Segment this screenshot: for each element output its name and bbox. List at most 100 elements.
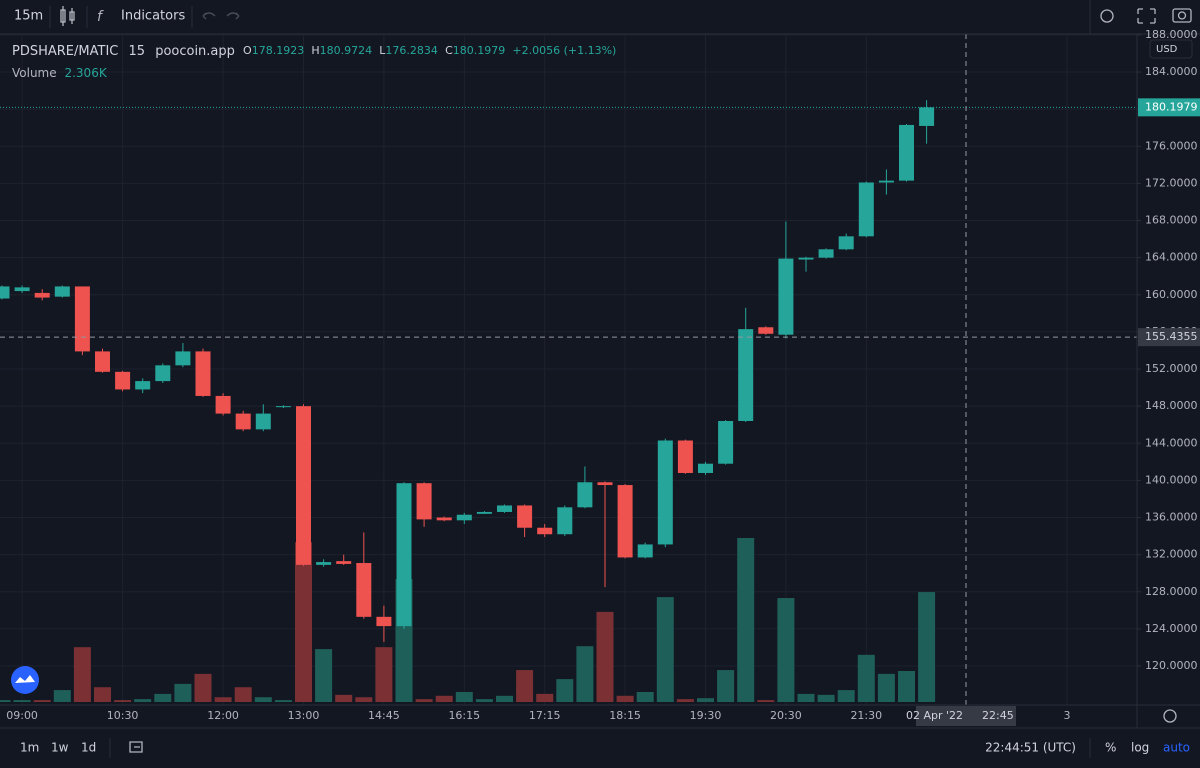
candle-body	[135, 381, 151, 390]
volume-bar	[757, 700, 775, 702]
currency-badge[interactable]	[1149, 39, 1193, 59]
y-tick-label: 168.0000	[1145, 214, 1198, 227]
candle-body	[758, 327, 774, 334]
logo[interactable]	[11, 666, 39, 694]
candle-layer	[0, 100, 935, 642]
candle-body	[296, 406, 311, 565]
candle-body	[778, 258, 794, 335]
volume-bar	[335, 694, 353, 702]
fullscreen-button[interactable]	[1137, 8, 1156, 24]
volume-bar	[837, 690, 855, 702]
volume-bar	[435, 695, 453, 702]
volume-bar	[0, 700, 11, 702]
volume-legend: Volume 2.306K	[12, 66, 108, 80]
candle-body	[698, 463, 713, 473]
volume-bar	[214, 697, 232, 702]
volume-bar	[596, 611, 614, 702]
candle-style-button[interactable]	[60, 6, 75, 26]
change: +2.0056 (+1.13%)	[512, 44, 616, 57]
volume-bar	[134, 699, 152, 702]
log-toggle[interactable]: log	[1131, 741, 1149, 755]
y-tick-label: 160.0000	[1145, 288, 1198, 301]
candle-body	[537, 527, 553, 535]
candle-body	[74, 286, 90, 352]
volume-bar	[877, 673, 895, 702]
volume-bar	[576, 646, 594, 702]
range-button[interactable]: 1m	[20, 741, 39, 755]
currency[interactable]: USD	[1156, 44, 1178, 55]
x-tick-label: 10:30	[107, 709, 139, 722]
indicators-button[interactable]: Indicators	[121, 9, 185, 24]
volume-bar	[295, 542, 312, 702]
y-tick-label: 172.0000	[1145, 176, 1198, 189]
volume-bar	[918, 592, 936, 702]
candle-body	[255, 413, 271, 430]
crosshair-price-label: 155.4355	[1145, 330, 1198, 343]
volume-bar	[536, 693, 554, 702]
volume-bar	[274, 700, 292, 702]
candle-body	[497, 505, 512, 512]
candle-body	[195, 351, 211, 396]
x-tick-label: 3	[1064, 709, 1071, 722]
date-range-button[interactable]	[129, 741, 143, 753]
candle-body	[557, 507, 573, 535]
candle-body	[356, 563, 372, 617]
candle-body	[34, 292, 50, 298]
settings-button[interactable]	[1100, 9, 1114, 23]
y-tick-label: 152.0000	[1145, 362, 1198, 375]
symbol: PDSHARE/MATIC	[12, 44, 118, 59]
interval-button[interactable]: 15m	[14, 9, 43, 24]
candle-body	[95, 351, 110, 372]
candle-body	[155, 365, 171, 382]
screenshot-button[interactable]	[1172, 8, 1192, 23]
volume-bar	[516, 670, 534, 702]
volume-bar	[194, 673, 212, 702]
volume-value: 2.306K	[64, 66, 107, 80]
y-tick-label: 184.0000	[1145, 65, 1198, 78]
time-axis: 09:00 10:30 12:00 13:00 14:45 16:15 17:15 18:15…	[6, 709, 1070, 722]
y-tick-label: 148.0000	[1145, 399, 1198, 412]
volume-bar	[556, 679, 574, 702]
volume-layer	[0, 538, 936, 702]
candle-body	[677, 440, 693, 473]
undo-button[interactable]	[202, 12, 216, 20]
x-tick-label: 16:15	[448, 709, 480, 722]
y-tick-label: 164.0000	[1145, 251, 1198, 264]
candle-body	[215, 395, 231, 414]
range-button[interactable]: 1d	[81, 741, 96, 755]
y-tick-label: 144.0000	[1145, 436, 1198, 449]
candle-body	[597, 482, 613, 486]
toolbar	[0, 0, 1200, 34]
y-tick-label: 132.0000	[1145, 548, 1198, 561]
candle-body	[275, 406, 291, 408]
volume-bar	[717, 670, 735, 702]
clock: 22:44:51 (UTC)	[985, 741, 1076, 755]
high-letter: H	[311, 44, 319, 57]
candle-body	[899, 124, 914, 181]
volume-bar	[475, 699, 493, 702]
close-letter: C	[445, 44, 453, 57]
candle-body	[838, 236, 854, 250]
y-tick-label: 140.0000	[1145, 473, 1198, 486]
volume-bar	[94, 687, 111, 702]
crosshair-time-tag	[916, 706, 1016, 726]
volume-bar	[234, 687, 252, 702]
volume-bar	[616, 695, 634, 702]
candle-body	[818, 249, 834, 258]
volume-bar	[737, 538, 755, 702]
x-tick-label: 18:15	[609, 709, 641, 722]
percent-toggle[interactable]: %	[1105, 741, 1116, 755]
candle-body	[577, 482, 593, 508]
axis-settings[interactable]	[1163, 709, 1177, 723]
redo-button[interactable]	[226, 12, 240, 20]
volume-bar	[898, 671, 915, 702]
x-tick-label: 12:00	[207, 709, 239, 722]
x-tick-label: 14:45	[368, 709, 400, 722]
range-button[interactable]: 1w	[51, 741, 69, 755]
interval: 15	[129, 44, 146, 59]
low-letter: L	[379, 44, 386, 57]
volume-bar	[254, 697, 272, 702]
volume-bar	[817, 694, 835, 702]
auto-toggle[interactable]: auto	[1163, 741, 1190, 755]
